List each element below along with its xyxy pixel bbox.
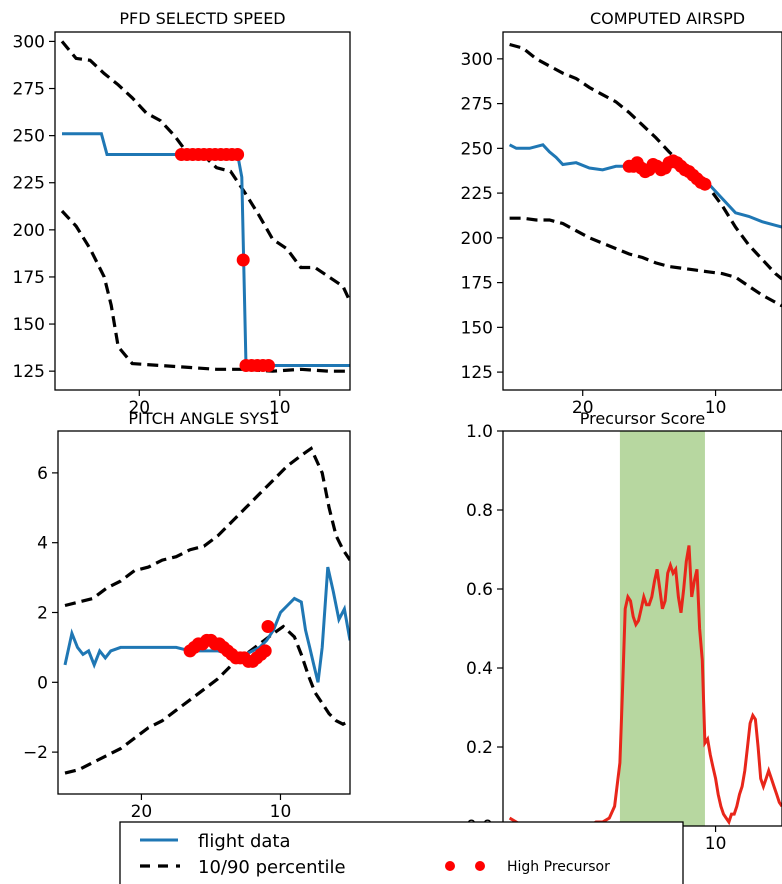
y-tick-label: 0.6: [466, 580, 493, 600]
axes-frame: [502, 31, 782, 391]
chart-panel-2: 125 150 175 200 225 250 275 300 20 10 COMPUTED AIR…: [461, 9, 782, 418]
axes-frame: [57, 430, 351, 795]
percentile-p10-line: [509, 216, 782, 308]
y-tick-label: 0.8: [466, 501, 493, 521]
y-tick-label: −2: [23, 743, 48, 763]
plot-area: [508, 431, 782, 826]
y-tick-label: 2: [37, 604, 48, 624]
y-tick-label: 275: [13, 80, 45, 100]
chart-panel-3: −2 0 2 4 6 20 10 PITCH ANGLE SYS1: [23, 409, 351, 822]
legend-flight-label: flight data: [198, 831, 291, 852]
legend-high-label: High Precursor: [507, 859, 610, 875]
plot-area: [60, 40, 350, 373]
y-tick-label: 125: [461, 363, 493, 383]
y-tick-label: 6: [37, 464, 48, 484]
y-tick-label: 200: [461, 229, 493, 249]
high-precursor-point: [261, 620, 275, 633]
high-precursor-point: [258, 644, 272, 658]
flight-data-line: [63, 566, 350, 683]
high-precursor-point: [236, 253, 250, 267]
legend-high-marker: [475, 861, 485, 871]
plot-area: [63, 446, 350, 775]
plot-area: [508, 42, 782, 308]
x-tick-label: 10: [705, 398, 727, 418]
y-tick-label: 125: [13, 362, 45, 382]
chart-title: PITCH ANGLE SYS1: [128, 409, 279, 428]
percentile-p90-line: [60, 40, 350, 303]
percentile-p90-line: [509, 42, 782, 281]
y-tick-label: 0.4: [466, 659, 493, 679]
x-tick-label: 20: [128, 398, 150, 418]
y-tick-label: 250: [13, 127, 45, 147]
y-tick-label: 4: [37, 534, 48, 554]
precursor-score-line: [508, 545, 782, 826]
legend: flight data 10/90 percentile High Precurso…: [119, 821, 684, 884]
high-precursor-point: [698, 177, 712, 191]
axes-frame: [54, 31, 351, 391]
x-tick-label: 10: [270, 802, 292, 822]
y-tick-label: 250: [461, 139, 493, 159]
high-precursor-point: [262, 359, 275, 372]
y-tick-label: 200: [13, 221, 45, 241]
legend-frame: [119, 821, 684, 884]
y-tick-label: 225: [461, 184, 493, 204]
y-tick-label: 0: [37, 673, 48, 693]
chart-title: Precursor Score: [580, 409, 706, 428]
y-tick-label: 150: [461, 318, 493, 338]
percentile-p90-line: [64, 446, 350, 608]
x-tick-label: 10: [269, 398, 291, 418]
x-tick-label: 10: [705, 834, 727, 854]
y-tick-label: 175: [461, 274, 493, 294]
y-tick-label: 175: [13, 268, 45, 288]
highlight-band: [619, 431, 705, 826]
chart-panel-4: 0.00.20.40.60.81.02010Precursor Score: [466, 409, 782, 854]
y-tick-label: 300: [13, 32, 45, 52]
flight-data-line: [62, 132, 350, 367]
high-precursor-point: [231, 148, 245, 161]
percentile-p10-line: [60, 209, 350, 373]
y-tick-label: 1.0: [466, 422, 493, 442]
percentile-p10-line: [64, 624, 350, 775]
legend-high-marker: [445, 861, 455, 871]
y-tick-label: 225: [13, 174, 45, 194]
chart-panel-1: 125 150 175 200 225 250 275 300 20 10 PFD SELECTD …: [13, 9, 351, 418]
chart-title: PFD SELECTD SPEED: [119, 9, 285, 28]
y-tick-label: 0.2: [466, 738, 493, 758]
x-tick-label: 20: [572, 398, 594, 418]
y-tick-label: 275: [461, 95, 493, 115]
flight-data-line: [508, 143, 782, 229]
y-tick-label: 300: [461, 50, 493, 70]
chart-title: COMPUTED AIRSPD: [590, 9, 745, 28]
legend-percentile-label: 10/90 percentile: [198, 857, 346, 878]
y-tick-label: 150: [13, 315, 45, 335]
x-tick-label: 20: [131, 802, 153, 822]
